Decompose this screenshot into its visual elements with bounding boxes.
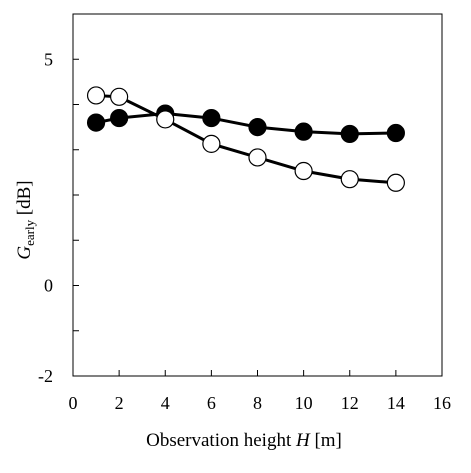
- series-1-point: [340, 124, 359, 144]
- y-tick-label: 5: [44, 49, 53, 69]
- series-1-point: [248, 118, 267, 137]
- series-1-point: [110, 108, 129, 128]
- series-1-point: [294, 122, 313, 141]
- plot-border: [72, 13, 443, 377]
- series-2-point: [386, 173, 405, 192]
- series-2-point: [156, 110, 175, 129]
- series-1-point: [86, 113, 106, 132]
- x-tick-label: 6: [207, 393, 216, 413]
- y-tick-label: -2: [38, 366, 53, 386]
- series-2-point: [202, 134, 221, 153]
- tick-labels: 0 2 4 6 8 10 12 14 16 -2 0 5: [38, 49, 451, 413]
- series-2-point: [110, 87, 129, 106]
- x-tick-label: 16: [433, 393, 451, 413]
- plot-frame: [72, 13, 443, 377]
- series-2-point: [248, 148, 267, 167]
- data-series: [86, 86, 405, 192]
- series-1-point: [202, 108, 221, 128]
- series-2-point: [294, 161, 313, 181]
- series-2-point: [340, 170, 359, 189]
- x-tick-label: 2: [115, 393, 124, 413]
- x-tick-label: 12: [341, 393, 359, 413]
- axis-ticks: [72, 13, 443, 377]
- y-axis-label: Gearly [dB]: [14, 180, 37, 259]
- series-2-point: [86, 86, 106, 105]
- x-tick-label: 14: [387, 393, 405, 413]
- x-tick-label: 0: [69, 393, 78, 413]
- y-tick-label: 0: [44, 276, 53, 296]
- x-tick-label: 8: [253, 393, 262, 413]
- x-tick-label: 4: [161, 393, 170, 413]
- x-tick-label: 10: [295, 393, 313, 413]
- series-1-point: [386, 123, 405, 143]
- x-axis-label: Observation height H [m]: [146, 430, 342, 451]
